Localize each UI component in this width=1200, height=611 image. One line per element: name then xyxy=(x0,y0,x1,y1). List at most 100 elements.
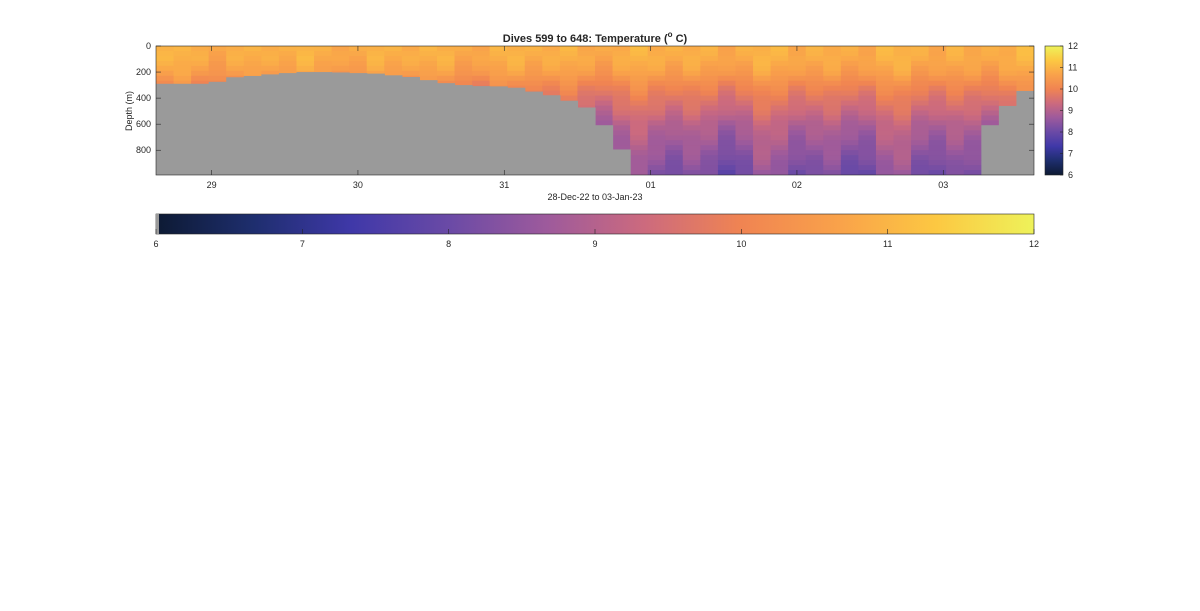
heatmap-cell xyxy=(542,90,561,97)
heatmap-cell xyxy=(875,145,895,151)
heatmap-cell xyxy=(612,60,631,67)
seafloor-column xyxy=(401,77,420,175)
heatmap-cell xyxy=(630,115,649,122)
heatmap-cell xyxy=(893,110,912,117)
heatmap-cell xyxy=(963,160,982,166)
heatmap-cell xyxy=(577,100,596,107)
heatmap-cell xyxy=(911,46,930,52)
seafloor-column xyxy=(436,83,456,175)
heatmap-cell xyxy=(735,95,754,102)
heatmap-cell xyxy=(612,115,631,122)
heatmap-cell xyxy=(770,150,789,156)
heatmap-cell xyxy=(998,85,1018,92)
heatmap-cell xyxy=(875,170,895,175)
heatmap-cell xyxy=(823,70,842,77)
heatmap-cell xyxy=(840,140,859,146)
heatmap-cell xyxy=(630,155,649,161)
heatmap-cell xyxy=(278,55,298,62)
heatmap-cell xyxy=(998,46,1018,52)
heatmap-cell xyxy=(700,110,719,117)
heatmap-cell xyxy=(823,75,842,82)
heatmap-cell xyxy=(911,115,930,122)
heatmap-cell xyxy=(682,165,701,171)
heatmap-cell xyxy=(946,160,965,166)
heatmap-cell xyxy=(630,50,649,57)
heatmap-cell xyxy=(946,50,965,57)
heatmap-cell xyxy=(647,120,666,126)
heatmap-cell xyxy=(436,65,456,72)
seafloor-column xyxy=(226,77,245,175)
heatmap-cell xyxy=(981,120,1000,126)
heatmap-cell xyxy=(735,140,754,146)
heatmap-cell xyxy=(384,50,403,57)
heatmap-cell xyxy=(717,160,737,166)
heatmap-cell xyxy=(753,125,772,131)
heatmap-cell xyxy=(770,85,789,92)
heatmap-cell xyxy=(770,70,789,77)
heatmap-cell xyxy=(928,95,947,102)
heatmap-cell xyxy=(911,50,930,57)
heatmap-cell xyxy=(840,110,859,117)
heatmap-cell xyxy=(612,75,631,82)
heatmap-cell xyxy=(998,95,1018,102)
heatmap-cell xyxy=(682,105,701,112)
heatmap-cell xyxy=(682,100,701,107)
heatmap-cell xyxy=(928,120,947,126)
heatmap-cell xyxy=(840,120,859,126)
heatmap-cell xyxy=(893,75,912,82)
heatmap-cell xyxy=(893,46,912,52)
heatmap-cell xyxy=(858,46,877,52)
heatmap-cell xyxy=(753,160,772,166)
heatmap-cell xyxy=(805,140,824,146)
vertical-colorbar-label: 7 xyxy=(1068,149,1073,159)
heatmap-cell xyxy=(928,140,947,146)
heatmap-cell xyxy=(472,70,491,77)
heatmap-cell xyxy=(419,70,438,77)
heatmap-cell xyxy=(630,60,649,67)
heatmap-cell xyxy=(331,46,350,52)
heatmap-cell xyxy=(946,140,965,146)
heatmap-cell xyxy=(436,46,456,52)
heatmap-cell xyxy=(875,95,895,102)
seafloor-column xyxy=(296,72,315,175)
heatmap-cell xyxy=(542,46,561,52)
heatmap-cell xyxy=(665,135,684,141)
heatmap-cell xyxy=(243,46,262,52)
heatmap-cell xyxy=(753,80,772,87)
heatmap-cell xyxy=(524,70,543,77)
heatmap-cell xyxy=(612,140,631,146)
heatmap-cell xyxy=(858,160,877,166)
heatmap-cell xyxy=(647,170,666,175)
heatmap-cell xyxy=(788,60,807,67)
heatmap-cell xyxy=(419,65,438,72)
x-axis: 29 30 31 01 02 03 xyxy=(207,46,948,190)
horizontal-colorbar-label: 12 xyxy=(1029,239,1039,249)
heatmap-cell xyxy=(858,100,877,107)
heatmap-cell xyxy=(735,110,754,117)
heatmap-cell xyxy=(208,55,227,62)
heatmap-cell xyxy=(963,50,982,57)
heatmap-cell xyxy=(630,75,649,82)
no-data-swatch xyxy=(156,214,159,234)
heatmap-cell xyxy=(770,90,789,97)
heatmap-cell xyxy=(700,170,719,175)
vertical-colorbar: 12 11 10 9 8 7 6 xyxy=(1044,41,1078,180)
heatmap-cell xyxy=(788,135,807,141)
heatmap-cell xyxy=(840,165,859,171)
heatmap-cell xyxy=(946,125,965,131)
heatmap-cell xyxy=(665,105,684,112)
heatmap-cell xyxy=(717,135,737,141)
seafloor-column xyxy=(507,87,526,175)
heatmap-cell xyxy=(542,50,561,57)
heatmap-cell xyxy=(928,90,947,97)
heatmap-cell xyxy=(700,70,719,77)
heatmap-cell xyxy=(788,65,807,72)
heatmap-cell xyxy=(770,155,789,161)
heatmap-cell xyxy=(700,115,719,122)
heatmap-cell xyxy=(173,60,192,67)
heatmap-cell xyxy=(875,160,895,166)
heatmap-cell xyxy=(788,105,807,112)
heatmap-cell xyxy=(928,160,947,166)
heatmap-cell xyxy=(243,70,262,77)
heatmap-cell xyxy=(665,65,684,72)
